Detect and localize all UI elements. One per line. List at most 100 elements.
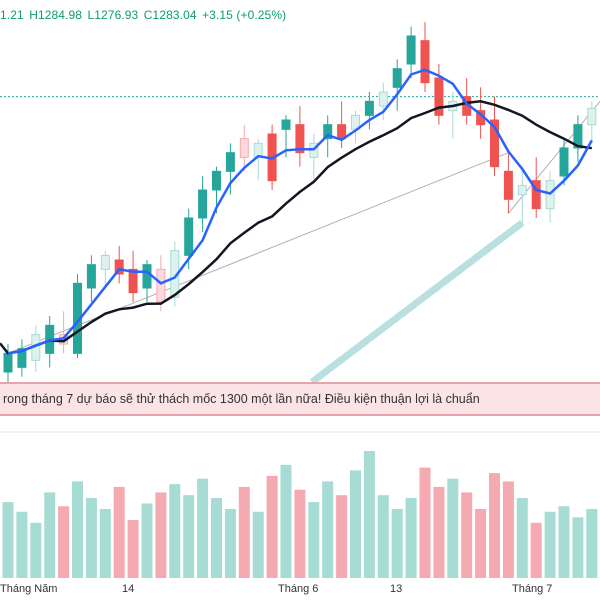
volume-bar: [211, 497, 222, 578]
candle-body: [128, 268, 138, 294]
volume-bar: [99, 509, 111, 578]
candle: [545, 171, 555, 223]
volume-bar: [363, 451, 375, 578]
candle: [587, 101, 597, 144]
volume-bar: [572, 517, 584, 578]
volume-bar: [127, 520, 139, 578]
candle-body: [392, 68, 402, 88]
slow-moving-average-line: [0, 100, 592, 355]
candle: [503, 152, 513, 214]
trendline: [7, 152, 509, 354]
volume-bar: [30, 522, 42, 578]
volume-bar: [405, 497, 417, 578]
candle-body: [239, 138, 249, 158]
forecast-banner[interactable]: rong tháng 7 dự báo sẽ thử thách mốc 130…: [0, 382, 600, 416]
candle: [406, 26, 416, 78]
volume-bar: [266, 475, 278, 578]
volume-bar: [72, 481, 83, 578]
candle-body: [100, 254, 110, 270]
ohlc-open-value: 1.21: [0, 8, 24, 22]
candle-body: [531, 180, 541, 210]
volume-bar: [586, 509, 598, 578]
candle: [86, 255, 96, 302]
volume-bar: [85, 497, 97, 578]
ohlc-low-value: L1276.93: [87, 8, 139, 22]
volume-bar: [58, 506, 70, 578]
x-axis-label: 13: [390, 583, 403, 595]
volume-bar: [447, 478, 459, 578]
candles-layer: [3, 22, 597, 384]
volume-bar: [155, 492, 167, 578]
candle: [490, 96, 499, 176]
candle-body: [225, 152, 235, 172]
candle-body: [573, 124, 583, 149]
ohlc-change-value: +3.15 (+0.25%): [202, 8, 287, 22]
candle-body: [517, 184, 527, 196]
volume-bar: [2, 502, 14, 578]
candle: [17, 339, 27, 377]
candle-body: [323, 124, 333, 140]
candle: [142, 260, 152, 302]
volume-bar: [350, 470, 361, 578]
volume-bar: [252, 511, 264, 578]
candle-body: [86, 264, 96, 289]
volume-bar: [322, 481, 334, 578]
volume-bar: [308, 502, 320, 578]
candle: [114, 246, 124, 284]
volume-bar: [377, 495, 389, 578]
volume-bar: [419, 467, 431, 578]
volume-bar: [280, 464, 292, 578]
candle-body: [184, 217, 194, 256]
x-axis: Tháng Năm 14 Tháng 6 13 Tháng 7: [0, 583, 600, 600]
volume-bar: [16, 511, 28, 578]
candle: [128, 250, 138, 302]
candle: [434, 64, 444, 125]
candle-body: [434, 77, 444, 116]
volume-bar: [544, 511, 556, 578]
candle-body: [364, 100, 374, 116]
candle: [420, 22, 430, 92]
candle-body: [378, 91, 388, 107]
candle-body: [490, 119, 499, 168]
volume-bar: [502, 481, 514, 578]
x-axis-label: Tháng 7: [512, 583, 553, 595]
candle: [392, 59, 402, 111]
candle: [100, 250, 110, 288]
volume-bar: [294, 489, 306, 578]
candle-body: [503, 170, 513, 200]
volume-bar: [530, 522, 542, 578]
candle: [531, 157, 541, 218]
candle: [364, 92, 374, 130]
ohlc-close-value: C1283.04: [143, 8, 197, 22]
candle: [31, 325, 41, 372]
candle-body: [212, 170, 221, 191]
volume-bar: [516, 497, 528, 578]
candle-body: [420, 40, 430, 84]
volume-bar: [44, 492, 56, 578]
volume-bar: [113, 486, 125, 578]
candle: [295, 106, 305, 167]
volume-bar: [391, 509, 403, 578]
candle: [73, 274, 82, 358]
candle: [225, 143, 235, 195]
x-axis-label: Tháng 6: [278, 583, 319, 595]
candle: [559, 138, 569, 186]
candle: [378, 82, 388, 120]
candle-body: [114, 259, 124, 275]
volume-bar: [224, 509, 236, 578]
candle: [239, 124, 249, 172]
candle: [448, 92, 458, 139]
candle-body: [559, 147, 569, 177]
banner-leader: [309, 219, 525, 385]
fast-moving-average-line: [7, 68, 593, 355]
volume-layer: [2, 451, 598, 578]
volume-bar: [489, 473, 500, 578]
candle-body: [17, 348, 27, 368]
ohlc-readout: 1.21 H1284.98 L1276.93 C1283.04 +3.15 (+…: [0, 8, 288, 28]
candle: [198, 176, 208, 232]
candle-body: [587, 107, 597, 126]
volume-bar: [433, 486, 445, 578]
candle-body: [295, 124, 305, 154]
forecast-banner-text: rong tháng 7 dự báo sẽ thử thách mốc 130…: [3, 392, 480, 406]
